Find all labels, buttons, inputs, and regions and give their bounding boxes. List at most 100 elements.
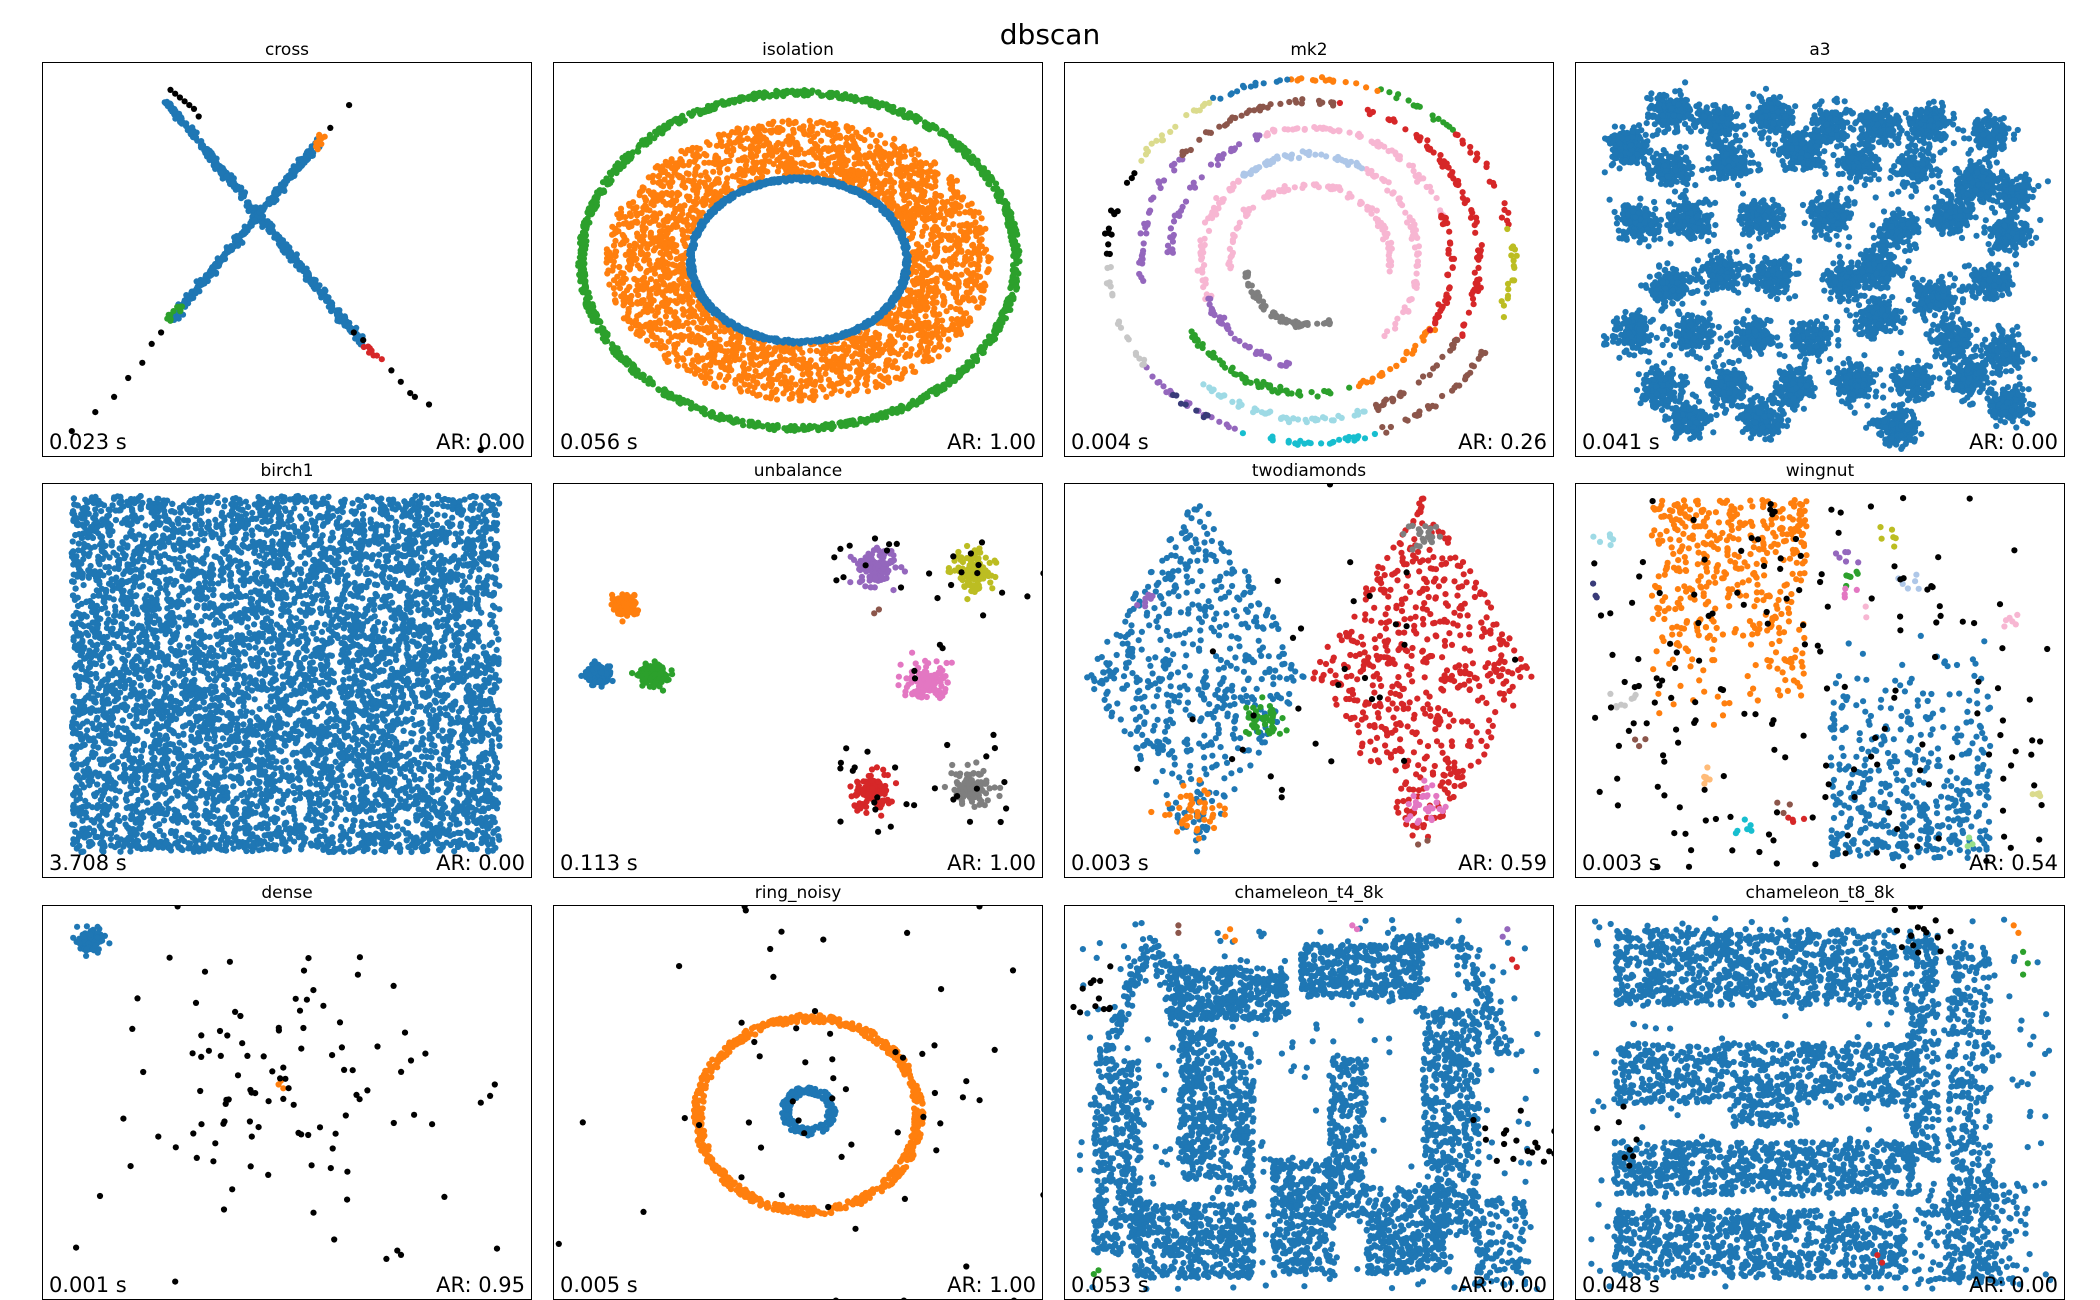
data-point [763, 367, 770, 374]
data-point [646, 261, 653, 268]
data-point [738, 137, 746, 144]
data-point [791, 352, 798, 359]
data-point [944, 198, 951, 205]
data-point [631, 219, 638, 226]
data-point [745, 365, 752, 372]
cluster-green [575, 87, 1023, 434]
data-point [940, 331, 947, 338]
data-point [918, 344, 925, 351]
data-point [790, 129, 797, 136]
data-point [888, 191, 895, 198]
data-point [773, 396, 781, 403]
data-point [825, 159, 832, 167]
data-point [807, 375, 814, 382]
data-point [898, 374, 905, 382]
data-point [670, 210, 677, 217]
data-point [768, 121, 775, 128]
data-point [900, 312, 907, 319]
data-point [678, 147, 685, 155]
data-point [830, 143, 837, 150]
data-point [897, 212, 904, 220]
data-point [828, 336, 835, 343]
data-point [689, 214, 697, 221]
data-point [813, 170, 820, 177]
data-point [852, 387, 860, 394]
data-point [177, 114, 184, 121]
data-point [737, 388, 744, 395]
data-point [825, 145, 832, 152]
data-point [916, 292, 923, 299]
data-point [843, 134, 850, 141]
data-point [679, 306, 686, 313]
data-point [425, 401, 433, 408]
data-point [709, 206, 716, 213]
data-point [747, 355, 754, 363]
data-point [741, 129, 748, 136]
data-point [970, 270, 977, 277]
data-point [634, 282, 641, 289]
data-point [684, 193, 691, 200]
data-point [894, 220, 901, 227]
data-point [899, 163, 906, 171]
data-point [736, 177, 743, 184]
data-point [910, 179, 917, 186]
data-point [158, 329, 165, 336]
data-point [873, 201, 880, 208]
data-point [852, 350, 859, 357]
data-point [685, 313, 692, 320]
data-point [766, 146, 773, 154]
data-point [663, 201, 670, 208]
data-point [626, 317, 633, 324]
data-point [861, 136, 868, 144]
data-point [899, 230, 906, 237]
data-point [631, 240, 638, 247]
data-point [642, 197, 649, 204]
data-point [622, 214, 629, 221]
data-point [904, 252, 911, 259]
data-point [652, 341, 659, 348]
data-point [684, 366, 691, 373]
data-point [657, 178, 664, 186]
data-point [229, 180, 236, 188]
data-point [686, 300, 693, 307]
data-point [633, 209, 640, 216]
data-point [732, 380, 739, 387]
data-point [818, 349, 825, 357]
data-point [706, 340, 713, 347]
data-point [808, 161, 815, 168]
data-point [862, 160, 870, 167]
data-point [810, 178, 817, 185]
data-point [950, 221, 957, 228]
data-point [708, 350, 715, 357]
data-point [858, 160, 865, 167]
data-point [818, 155, 825, 162]
data-point [724, 175, 731, 182]
data-point [843, 141, 850, 148]
data-point [962, 209, 969, 216]
data-point [681, 235, 688, 242]
data-point [606, 281, 613, 288]
data-point [741, 381, 748, 388]
data-point [313, 139, 320, 146]
data-point [865, 357, 872, 364]
data-point [732, 343, 739, 350]
data-point [916, 166, 923, 173]
data-point [733, 348, 740, 355]
data-point [628, 292, 635, 300]
data-point [749, 137, 756, 144]
data-point [724, 166, 731, 173]
data-point [867, 365, 875, 373]
data-point [959, 261, 966, 268]
data-point [739, 363, 747, 370]
data-point [710, 356, 717, 363]
data-point [867, 167, 874, 175]
data-point [940, 257, 947, 264]
data-point [716, 201, 723, 208]
data-point [633, 204, 640, 211]
data-point [316, 133, 323, 140]
data-point [707, 211, 714, 218]
data-point [695, 367, 702, 374]
data-point [876, 181, 883, 188]
data-point [696, 325, 703, 332]
data-point [643, 204, 650, 211]
